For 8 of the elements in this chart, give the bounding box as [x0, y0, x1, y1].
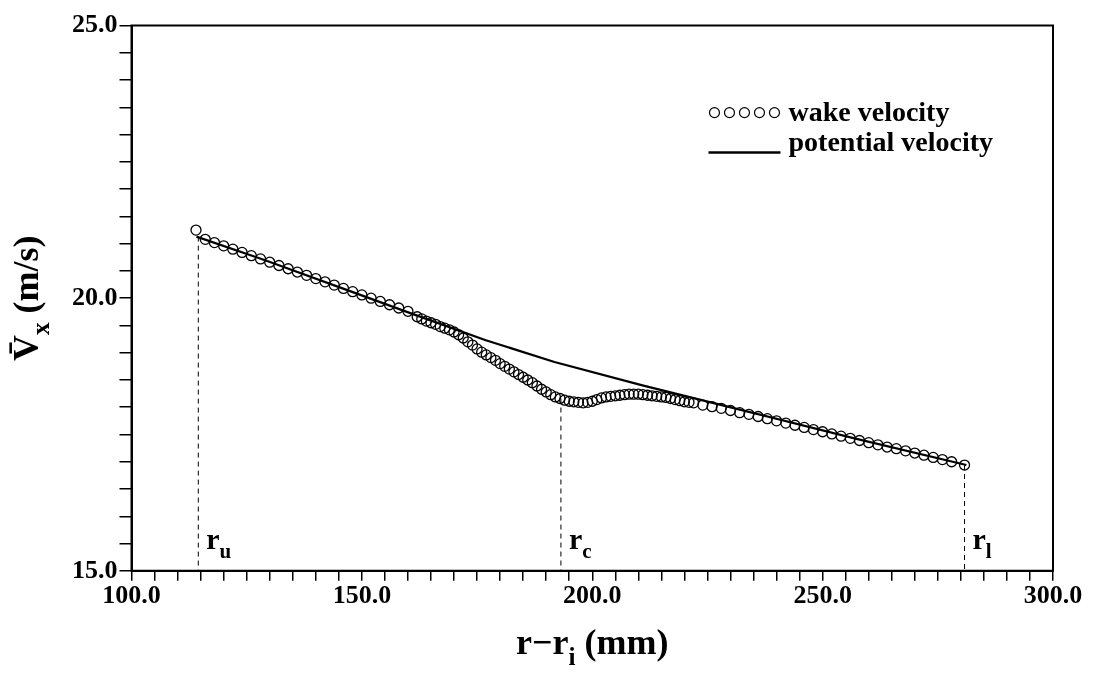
- y-tick-label: 20.0: [72, 281, 118, 311]
- x-tick-label: 150.0: [332, 580, 392, 610]
- y-axis-title: V̄x (m/s): [6, 235, 54, 361]
- legend-label: wake velocity: [788, 95, 950, 127]
- x-tick-label: 250.0: [793, 580, 852, 610]
- y-tick-label: 25.0: [72, 9, 118, 39]
- x-tick-label: 300.0: [1023, 580, 1083, 610]
- x-tick-label: 200.0: [563, 580, 622, 610]
